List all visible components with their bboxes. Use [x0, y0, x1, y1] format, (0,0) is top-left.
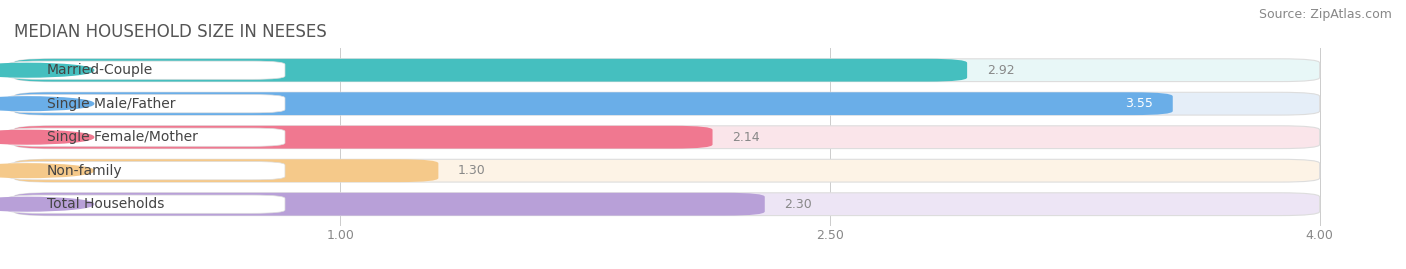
FancyBboxPatch shape: [14, 126, 1320, 148]
FancyBboxPatch shape: [7, 195, 285, 213]
Text: Single Male/Father: Single Male/Father: [46, 97, 176, 111]
Text: 2.30: 2.30: [785, 198, 813, 211]
Text: 2.92: 2.92: [987, 64, 1014, 77]
Text: MEDIAN HOUSEHOLD SIZE IN NEESES: MEDIAN HOUSEHOLD SIZE IN NEESES: [14, 23, 326, 41]
Text: 3.55: 3.55: [1125, 97, 1153, 110]
FancyBboxPatch shape: [14, 193, 765, 215]
FancyBboxPatch shape: [7, 61, 285, 79]
FancyBboxPatch shape: [14, 59, 967, 82]
Circle shape: [0, 130, 94, 144]
FancyBboxPatch shape: [14, 193, 1320, 215]
Text: 1.30: 1.30: [458, 164, 485, 177]
Text: Single Female/Mother: Single Female/Mother: [46, 130, 198, 144]
FancyBboxPatch shape: [14, 92, 1320, 115]
Circle shape: [0, 97, 94, 111]
Text: Non-family: Non-family: [46, 164, 122, 178]
FancyBboxPatch shape: [14, 92, 1173, 115]
Text: 2.14: 2.14: [733, 131, 759, 144]
FancyBboxPatch shape: [7, 162, 285, 180]
Text: Married-Couple: Married-Couple: [46, 63, 153, 77]
FancyBboxPatch shape: [14, 159, 439, 182]
FancyBboxPatch shape: [7, 95, 285, 113]
FancyBboxPatch shape: [14, 159, 1320, 182]
Circle shape: [0, 164, 94, 178]
FancyBboxPatch shape: [7, 128, 285, 146]
Circle shape: [0, 197, 94, 211]
Text: Source: ZipAtlas.com: Source: ZipAtlas.com: [1258, 8, 1392, 21]
Text: Total Households: Total Households: [46, 197, 165, 211]
Circle shape: [0, 63, 94, 77]
FancyBboxPatch shape: [14, 126, 713, 148]
FancyBboxPatch shape: [14, 59, 1320, 82]
